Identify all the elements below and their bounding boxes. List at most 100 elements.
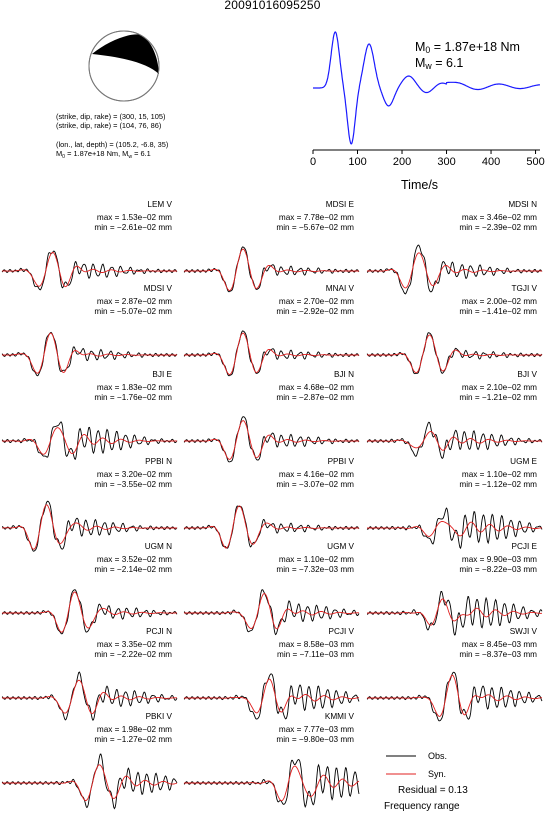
max-amplitude-label: max = 7.77e−03 mm bbox=[278, 725, 354, 734]
synthetic-waveform bbox=[367, 674, 542, 717]
legend-lines bbox=[386, 755, 416, 775]
min-amplitude-label: min = −1.21e−02 mm bbox=[459, 393, 537, 402]
min-amplitude-label: min = −2.87e−02 mm bbox=[276, 393, 354, 402]
observed-waveform bbox=[1, 331, 178, 377]
min-amplitude-label: min = −2.92e−02 mm bbox=[276, 307, 354, 316]
station-component-label: BJI E bbox=[152, 370, 172, 379]
waveform-svg bbox=[183, 505, 360, 549]
source-time-function-plot: 0 100 200 300 400 500 bbox=[310, 31, 545, 168]
synthetic-waveform bbox=[2, 427, 177, 455]
waveform-panel: PPBI N max = 3.20e−02 mm min = −3.55e−02 m… bbox=[2, 457, 180, 560]
min-amplitude-label: min = −1.12e−02 mm bbox=[459, 480, 537, 489]
synthetic-waveform bbox=[184, 420, 359, 460]
stf-tick-label: 0 bbox=[310, 156, 316, 168]
waveform-panel: MNAI V max = 2.70e−02 mm min = −2.92e−02 m… bbox=[183, 284, 362, 387]
waveform-svg bbox=[1, 753, 178, 810]
moment-magnitude-summary: M0 = 1.87e+18 Nm, Mw = 6.1 bbox=[56, 149, 151, 160]
synthetic-waveform bbox=[367, 598, 542, 626]
station-component-label: PCJI N bbox=[146, 627, 172, 636]
min-amplitude-label: min = −8.22e−03 mm bbox=[459, 565, 537, 574]
min-amplitude-label: min = −5.07e−02 mm bbox=[94, 307, 172, 316]
waveform-svg bbox=[1, 331, 178, 377]
observed-waveform bbox=[366, 507, 543, 550]
max-amplitude-label: max = 3.52e−02 mm bbox=[96, 555, 172, 564]
stf-tick-label: 200 bbox=[393, 156, 411, 168]
waveform-svg bbox=[183, 246, 360, 293]
waveform-panel: BJI V max = 2.10e−02 mm min = −1.21e−02 mm bbox=[366, 370, 545, 473]
waveform-svg bbox=[183, 673, 360, 720]
waveform-panel: MDSI V max = 2.87e−02 mm min = −5.07e−02 m… bbox=[1, 284, 180, 387]
max-amplitude-label: max = 7.78e−02 mm bbox=[278, 213, 354, 222]
min-amplitude-label: min = −2.39e−02 mm bbox=[459, 223, 537, 232]
max-amplitude-label: max = 2.10e−02 mm bbox=[461, 383, 537, 392]
observed-waveform bbox=[1, 753, 178, 810]
station-component-label: UGM V bbox=[327, 542, 354, 551]
legend-syn-label: Syn. bbox=[428, 769, 447, 779]
waveform-panel: MDSI E max = 7.78e−02 mm min = −5.67e−02 m… bbox=[183, 200, 362, 303]
station-component-label: SWJI V bbox=[509, 627, 537, 636]
max-amplitude-label: max = 4.68e−02 mm bbox=[278, 383, 354, 392]
waveform-panel: UGM V max = 1.10e−02 mm min = −7.32e−03 mm bbox=[183, 542, 362, 645]
observed-waveform bbox=[1, 421, 178, 460]
synthetic-waveform bbox=[367, 334, 542, 374]
synthetic-waveform bbox=[2, 332, 177, 374]
min-amplitude-label: min = −5.67e−02 mm bbox=[276, 223, 354, 232]
observed-waveform bbox=[366, 421, 543, 460]
synthetic-waveform bbox=[184, 248, 359, 291]
stf-tick-label: 400 bbox=[482, 156, 500, 168]
waveform-panel: PCJI N max = 3.35e−02 mm min = −2.22e−02 m… bbox=[1, 627, 180, 730]
waveform-panel: PPBI V max = 4.16e−02 mm min = −3.07e−02 m… bbox=[183, 457, 362, 560]
max-amplitude-label: max = 3.35e−02 mm bbox=[96, 640, 172, 649]
min-amplitude-label: min = −9.80e−03 mm bbox=[276, 735, 354, 744]
waveform-svg bbox=[183, 589, 360, 636]
synthetic-waveform bbox=[2, 591, 177, 633]
max-amplitude-label: max = 1.53e−02 mm bbox=[96, 213, 172, 222]
synthetic-waveform bbox=[2, 504, 177, 550]
focal-mechanism-beachball bbox=[88, 30, 160, 102]
station-component-label: MDSI V bbox=[143, 284, 172, 293]
waveform-panel: PCJI E max = 9.90e−03 mm min = −8.22e−03 m… bbox=[367, 542, 545, 645]
fault-plane-1: (strike, dip, rake) = (300, 15, 105) bbox=[56, 112, 166, 121]
max-amplitude-label: max = 4.16e−02 mm bbox=[278, 470, 354, 479]
min-amplitude-label: min = −7.32e−03 mm bbox=[276, 565, 354, 574]
max-amplitude-label: max = 9.90e−03 mm bbox=[461, 555, 537, 564]
station-component-label: TGJI V bbox=[511, 284, 537, 293]
frequency-range-label: Frequency range bbox=[384, 801, 460, 812]
waveform-svg bbox=[2, 500, 178, 552]
waveform-svg bbox=[1, 671, 178, 721]
max-amplitude-label: max = 1.98e−02 mm bbox=[96, 725, 172, 734]
stf-m0-label: M0 = 1.87e+18 Nm bbox=[415, 40, 520, 55]
synthetic-waveform bbox=[184, 765, 360, 802]
stf-tick-label: 300 bbox=[437, 156, 455, 168]
station-component-label: PCJI V bbox=[328, 627, 354, 636]
max-amplitude-label: max = 1.10e−02 mm bbox=[278, 555, 354, 564]
waveform-svg bbox=[366, 332, 543, 375]
waveform-svg bbox=[366, 244, 543, 295]
station-component-label: UGM N bbox=[144, 542, 172, 551]
min-amplitude-label: min = −3.55e−02 mm bbox=[94, 480, 172, 489]
waveform-svg bbox=[1, 250, 178, 291]
min-amplitude-label: min = −1.41e−02 mm bbox=[459, 307, 537, 316]
station-component-label: PCJI E bbox=[511, 542, 537, 551]
min-amplitude-label: min = −1.76e−02 mm bbox=[94, 393, 172, 402]
station-component-label: BJI N bbox=[333, 370, 354, 379]
observed-waveform bbox=[1, 671, 178, 721]
waveform-svg bbox=[366, 671, 543, 722]
waveform-svg bbox=[1, 589, 178, 635]
waveform-panel: LEM V max = 1.53e−02 mm min = −2.61e−02 mm bbox=[1, 200, 180, 303]
min-amplitude-label: min = −8.37e−03 mm bbox=[459, 650, 537, 659]
waveform-svg bbox=[366, 421, 543, 460]
station-component-label: BJI V bbox=[517, 370, 537, 379]
synthetic-waveform bbox=[2, 251, 177, 288]
waveform-svg bbox=[183, 330, 360, 377]
min-amplitude-label: min = −2.14e−02 mm bbox=[94, 565, 172, 574]
observed-waveform bbox=[183, 589, 360, 636]
source-time-function-curve bbox=[313, 31, 540, 145]
max-amplitude-label: max = 1.10e−02 mm bbox=[461, 470, 537, 479]
waveform-panel: KMMI V max = 7.77e−03 mm min = −9.80e−03 m… bbox=[183, 712, 362, 815]
min-amplitude-label: min = −7.11e−03 mm bbox=[277, 650, 354, 659]
hypocenter-location: (lon., lat, depth) = (105.2, -6.8, 35) bbox=[56, 140, 169, 149]
max-amplitude-label: max = 2.87e−02 mm bbox=[96, 297, 172, 306]
stf-x-axis-label: Time/s bbox=[401, 178, 439, 192]
waveform-panel: MDSI N max = 3.46e−02 mm min = −2.39e−02 m… bbox=[366, 200, 545, 303]
